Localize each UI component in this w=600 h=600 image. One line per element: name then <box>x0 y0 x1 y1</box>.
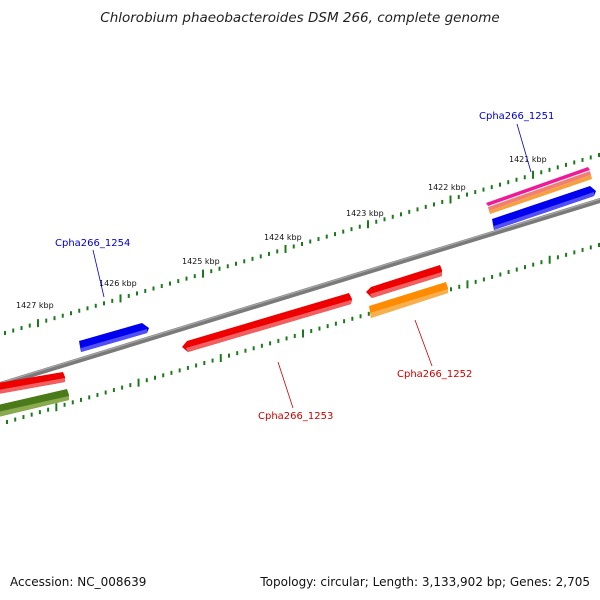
scale-label-1423: 1423 kbp <box>346 209 384 218</box>
gene-magenta[interactable] <box>486 167 590 206</box>
genome-backbone <box>0 197 600 388</box>
upper-scale-ticks <box>4 153 600 335</box>
genome-summary-text: Topology: circular; Length: 3,133,902 bp… <box>260 575 590 589</box>
label-line-1252 <box>414 319 433 367</box>
gene-label-1254[interactable]: Cpha266_1254 <box>55 238 130 249</box>
label-line-1253 <box>277 361 294 409</box>
scale-label-1421: 1421 kbp <box>509 155 547 164</box>
label-line-1251 <box>516 123 532 173</box>
gene-red-right-shade <box>370 272 442 298</box>
gene-salmon[interactable] <box>488 171 591 211</box>
gene-label-1251[interactable]: Cpha266_1251 <box>479 111 554 122</box>
map-title: Chlorobium phaeobacteroides DSM 266, com… <box>100 10 500 26</box>
scale-label-1425: 1425 kbp <box>182 257 220 266</box>
lower-scale-ticks <box>6 243 600 424</box>
gene-label-1253[interactable]: Cpha266_1253 <box>258 411 333 422</box>
scale-label-1422: 1422 kbp <box>428 183 466 192</box>
label-line-1254 <box>92 249 105 298</box>
scale-label-1427: 1427 kbp <box>16 301 54 310</box>
gene-cpha266-1253-shade <box>186 300 351 352</box>
gene-orange-top[interactable] <box>489 175 592 214</box>
gene-label-1252[interactable]: Cpha266_1252 <box>397 369 472 380</box>
accession-text: Accession: NC_008639 <box>10 575 147 589</box>
scale-label-1424: 1424 kbp <box>264 233 302 242</box>
gene-olive-left-shade <box>0 396 69 417</box>
genome-backbone-highlight <box>0 198 600 384</box>
gene-cpha266-1251-shade <box>494 192 594 230</box>
gene-red-left-shade <box>0 378 65 394</box>
gene-cpha266-1252-shade <box>370 289 448 318</box>
scale-label-1426: 1426 kbp <box>99 279 137 288</box>
gene-cpha266-1254-shade <box>81 329 147 352</box>
